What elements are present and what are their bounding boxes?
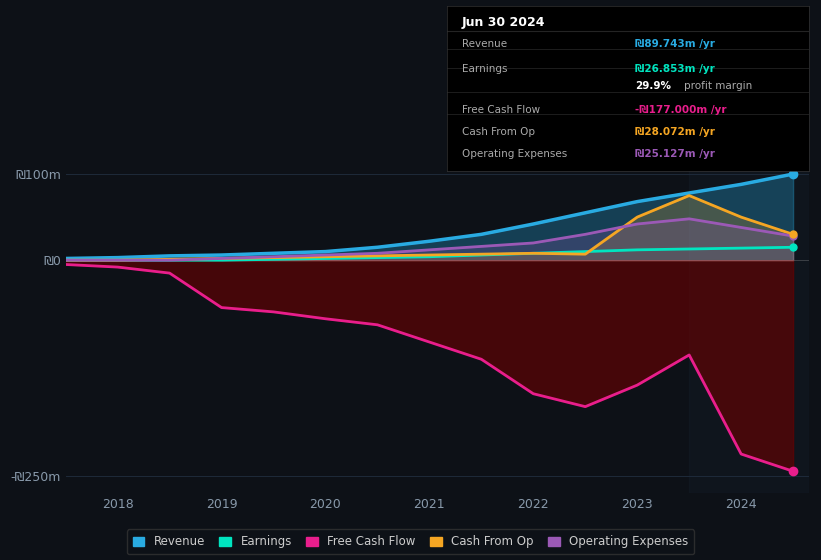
Text: ₪26.853m /yr: ₪26.853m /yr — [635, 64, 715, 74]
Text: Operating Expenses: Operating Expenses — [462, 150, 567, 160]
Text: Cash From Op: Cash From Op — [462, 127, 535, 137]
Legend: Revenue, Earnings, Free Cash Flow, Cash From Op, Operating Expenses: Revenue, Earnings, Free Cash Flow, Cash … — [126, 529, 695, 554]
Text: Revenue: Revenue — [462, 39, 507, 49]
Text: 29.9%: 29.9% — [635, 81, 672, 91]
Text: ₪89.743m /yr: ₪89.743m /yr — [635, 39, 715, 49]
Text: -₪177.000m /yr: -₪177.000m /yr — [635, 105, 727, 115]
Text: Free Cash Flow: Free Cash Flow — [462, 105, 540, 115]
Text: profit margin: profit margin — [684, 81, 752, 91]
Text: ₪25.127m /yr: ₪25.127m /yr — [635, 150, 715, 160]
Text: Jun 30 2024: Jun 30 2024 — [462, 16, 545, 29]
Text: Earnings: Earnings — [462, 64, 507, 74]
Bar — [689, 157, 809, 493]
Text: ₪28.072m /yr: ₪28.072m /yr — [635, 127, 715, 137]
